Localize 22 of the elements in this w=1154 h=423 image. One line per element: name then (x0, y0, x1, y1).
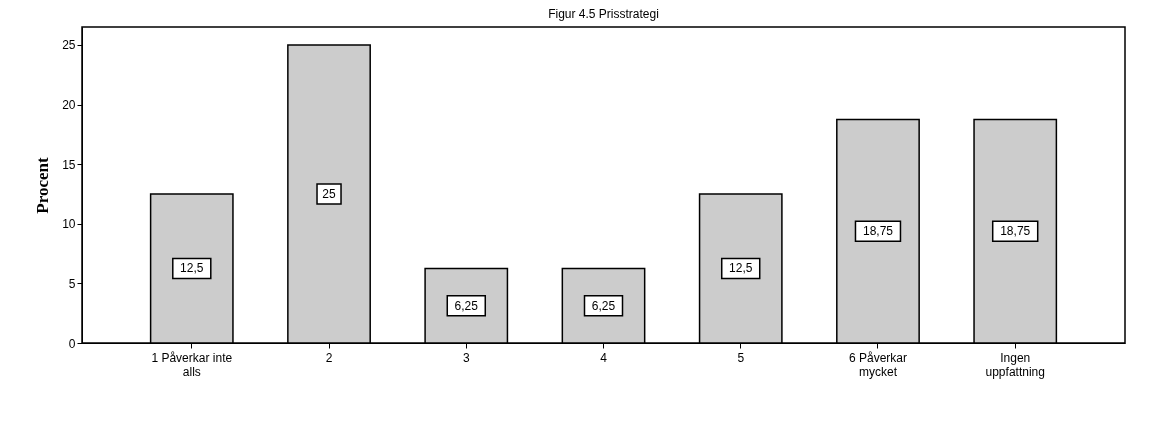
y-tick-label: 5 (68, 276, 76, 291)
data-label: 6,25 (591, 298, 616, 313)
data-label: 6,25 (454, 298, 479, 313)
x-tick-label: 4 (600, 350, 608, 365)
x-tick-label: 2 (325, 350, 333, 365)
data-label: 12,5 (180, 261, 204, 276)
data-label: 18,75 (1000, 224, 1031, 239)
x-tick-label: 1 Påverkar inte alls (151, 350, 233, 379)
y-tick-label: 15 (62, 157, 76, 172)
chart-title: Figur 4.5 Prisstrategi (548, 7, 659, 21)
y-tick-label: 10 (62, 217, 76, 232)
y-axis-title: Procent (33, 157, 53, 214)
data-label: 12,5 (729, 261, 753, 276)
data-label: 18,75 (862, 224, 894, 239)
x-tick-label: Ingen uppfattning (985, 350, 1045, 379)
x-tick-label: 5 (737, 350, 745, 365)
y-tick-label: 0 (68, 336, 76, 351)
x-tick-label: 6 Påverkar mycket (848, 350, 907, 379)
y-tick-label: 25 (62, 38, 76, 53)
data-label: 25 (322, 186, 337, 201)
x-tick-label: 3 (462, 350, 470, 365)
y-tick-label: 20 (62, 98, 76, 113)
